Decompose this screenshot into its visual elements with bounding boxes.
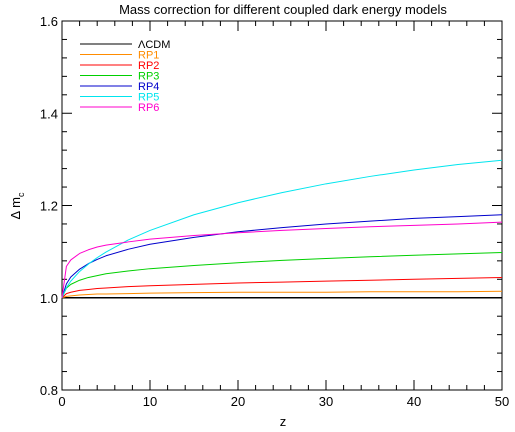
y-tick-label: 1.0	[40, 291, 58, 306]
x-tick-label: 0	[58, 394, 65, 409]
x-tick-label: 20	[231, 394, 245, 409]
legend-label: ΛCDM	[138, 39, 170, 51]
plot-area	[61, 20, 503, 391]
series-line-rp1	[61, 290, 503, 299]
legend-label: RP2	[138, 60, 159, 72]
legend-label: RP4	[138, 81, 159, 93]
series-line-rp5	[61, 159, 503, 298]
y-axis-label-group: Δ mc	[8, 192, 26, 219]
legend-label: RP5	[138, 92, 159, 104]
x-tick-label: 50	[495, 394, 509, 409]
series-line-rp4	[61, 214, 503, 298]
y-tick-label: 0.8	[40, 383, 58, 398]
legend-label: RP6	[138, 102, 159, 114]
x-axis-label: z	[280, 414, 287, 429]
y-axis: 0.8 1.0 1.2 1.4 1.6	[40, 14, 502, 398]
y-axis-label-subscript: c	[16, 192, 26, 197]
y-tick-label: 1.6	[40, 14, 58, 29]
chart-title: Mass correction for different coupled da…	[119, 2, 447, 17]
series-line-rp2	[61, 276, 503, 299]
y-tick-label: 1.4	[40, 106, 58, 121]
x-tick-label: 10	[143, 394, 157, 409]
y-axis-label: Δ mc	[8, 192, 26, 219]
series-line-rp6	[61, 221, 503, 298]
y-tick-label: 1.2	[40, 199, 58, 214]
legend-label: RP3	[138, 71, 159, 83]
legend-label: RP1	[138, 50, 159, 62]
series-line-rp3	[61, 252, 503, 298]
y-axis-label-main: Δ m	[8, 197, 23, 219]
x-tick-label: 40	[407, 394, 421, 409]
plot-frame	[61, 20, 503, 391]
series-lines	[61, 159, 503, 299]
x-tick-label: 30	[319, 394, 333, 409]
x-axis: 0 10 20 30 40 50	[58, 21, 509, 409]
